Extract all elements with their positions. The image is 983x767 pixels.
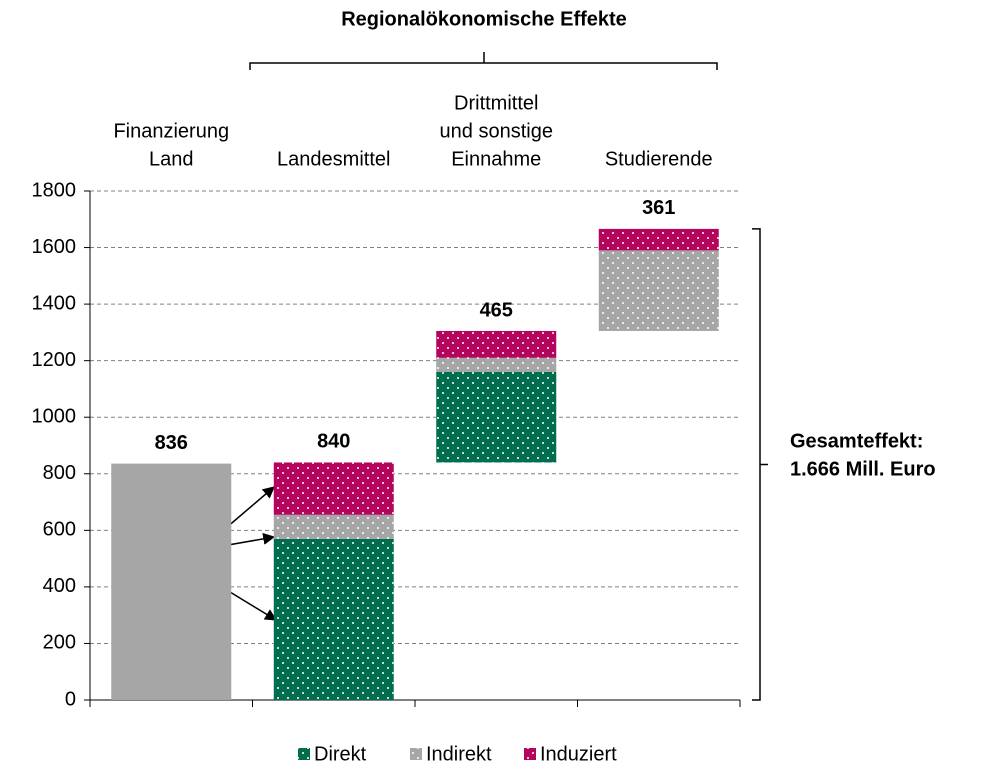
y-tick-label: 800 <box>43 462 76 484</box>
right-brace <box>752 228 768 701</box>
chart-title: Regionalökonomische Effekte <box>341 8 627 30</box>
legend-label: Indirekt <box>426 743 492 765</box>
top-brace <box>249 52 718 70</box>
y-tick-label: 1600 <box>32 236 77 258</box>
funding-bar <box>111 463 232 700</box>
total-label: 836 <box>155 432 188 454</box>
y-tick-label: 1400 <box>32 292 77 314</box>
annotation: Gesamteffekt: <box>790 431 923 453</box>
bar-pattern <box>273 514 394 539</box>
x-category-label: Drittmittel <box>454 92 538 114</box>
x-category-label: Land <box>149 148 194 170</box>
x-category-label: Finanzierung <box>113 120 229 142</box>
bar-pattern <box>273 538 394 700</box>
annotation: 1.666 Mill. Euro <box>790 459 936 481</box>
x-category-label: Landesmittel <box>277 148 390 170</box>
y-tick-label: 0 <box>65 688 76 710</box>
x-category-label: Einnahme <box>451 148 541 170</box>
legend-label: Direkt <box>314 743 367 765</box>
bar-pattern <box>436 330 557 358</box>
legend-pattern <box>410 748 422 760</box>
y-tick-label: 600 <box>43 519 76 541</box>
total-label: 361 <box>642 197 675 219</box>
bar-pattern <box>598 250 719 331</box>
arrows <box>225 486 278 621</box>
bar-pattern <box>598 228 719 251</box>
y-tick-label: 1000 <box>32 406 77 428</box>
y-tick-label: 1200 <box>32 349 77 371</box>
x-category-label: und sonstige <box>440 120 553 142</box>
legend-pattern <box>524 748 536 760</box>
y-tick-label: 400 <box>43 575 76 597</box>
bar-pattern <box>436 357 557 372</box>
total-label: 465 <box>480 299 513 321</box>
bar-pattern <box>436 371 557 463</box>
y-tick-label: 200 <box>43 632 76 654</box>
legend-label: Induziert <box>540 743 617 765</box>
total-label: 840 <box>317 431 350 453</box>
bar-pattern <box>273 462 394 515</box>
legend-pattern <box>298 748 310 760</box>
x-category-label: Studierende <box>605 148 713 170</box>
y-tick-label: 1800 <box>32 179 77 201</box>
